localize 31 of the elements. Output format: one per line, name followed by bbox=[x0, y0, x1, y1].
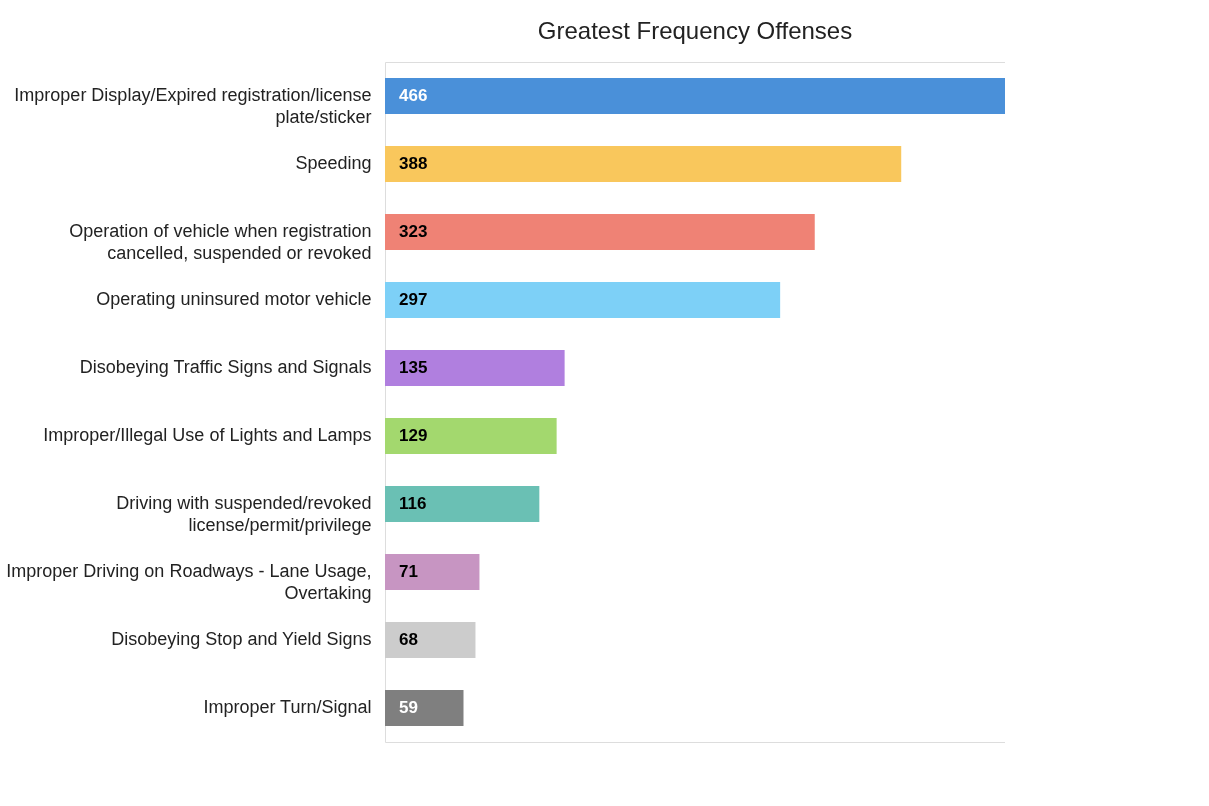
data-label: 129 bbox=[399, 426, 428, 445]
data-label: 135 bbox=[399, 358, 428, 377]
bar bbox=[385, 622, 476, 658]
data-label: 59 bbox=[399, 698, 418, 717]
bar bbox=[385, 78, 1005, 114]
bar bbox=[385, 554, 480, 590]
bar bbox=[385, 350, 565, 386]
data-label: 116 bbox=[399, 494, 427, 513]
data-label: 297 bbox=[399, 290, 428, 309]
bar bbox=[385, 282, 781, 318]
data-label: 323 bbox=[399, 222, 428, 241]
y-tick-label: Operating uninsured motor vehicle bbox=[96, 289, 372, 309]
bar bbox=[385, 690, 464, 726]
bar bbox=[385, 146, 902, 182]
y-tick-label: Disobeying Traffic Signs and Signals bbox=[79, 357, 372, 377]
y-tick-label: Driving with suspended/revoked license/permit/privilege bbox=[116, 493, 372, 535]
y-tick-label: Improper/Illegal Use of Lights and Lamps bbox=[43, 425, 372, 445]
y-tick-label: Improper Display/Expired registration/license plate/sticker bbox=[14, 85, 372, 127]
y-tick-label: Speeding bbox=[295, 153, 372, 173]
y-tick-label: Disobeying Stop and Yield Signs bbox=[111, 629, 372, 649]
bar bbox=[385, 214, 815, 250]
y-tick-label: Improper Turn/Signal bbox=[203, 697, 372, 717]
data-label: 71 bbox=[399, 562, 418, 581]
bar bbox=[385, 418, 557, 454]
data-label: 466 bbox=[399, 86, 428, 105]
chart-title: Greatest Frequency Offenses bbox=[537, 17, 853, 44]
bar bbox=[385, 486, 540, 522]
data-label: 68 bbox=[399, 630, 418, 649]
data-label: 388 bbox=[399, 154, 428, 173]
y-tick-label: Operation of vehicle when registration cancelled, suspended or revoked bbox=[69, 221, 372, 263]
y-tick-label: Improper Driving on Roadways - Lane Usage, Overtaking bbox=[6, 561, 372, 603]
